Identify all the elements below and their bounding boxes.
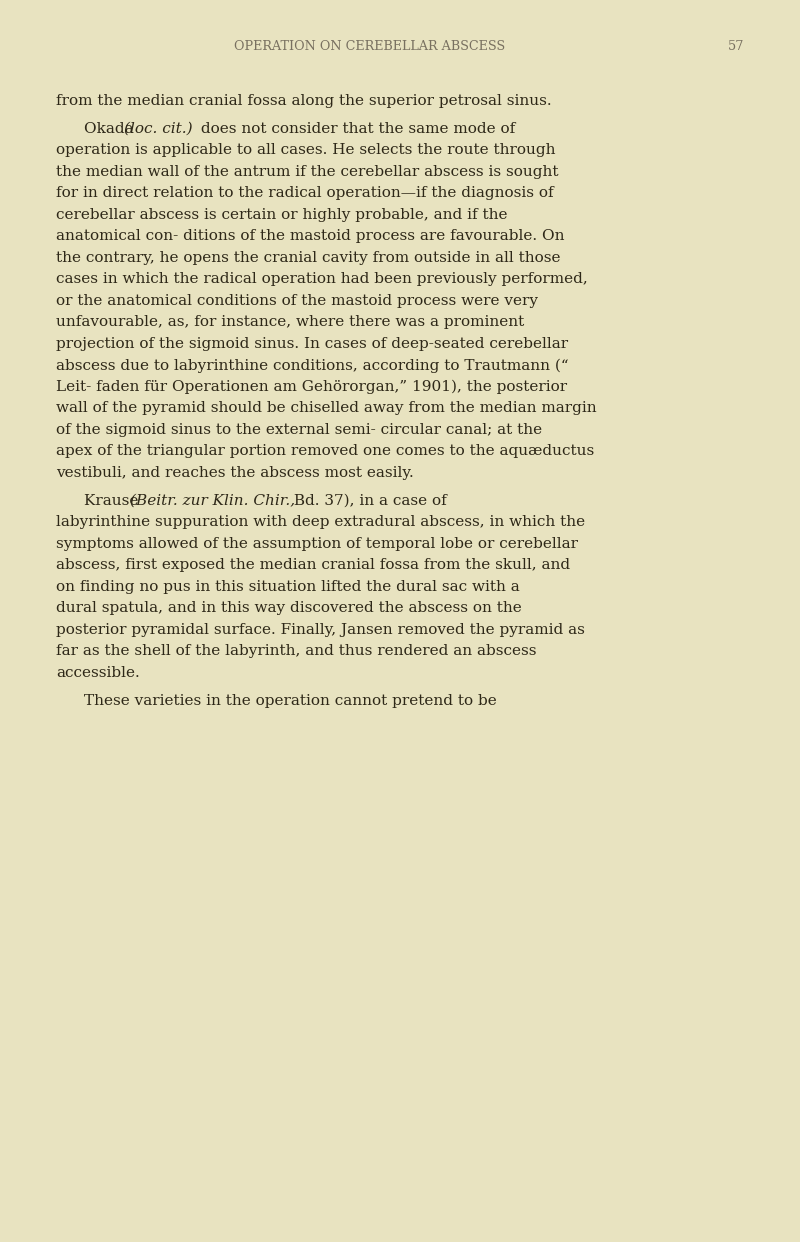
Text: 57: 57 (728, 40, 744, 52)
Text: labyrinthine suppuration with deep extradural abscess, in which the: labyrinthine suppuration with deep extra… (56, 515, 585, 529)
Text: projection of the sigmoid sinus. In cases of deep-seated cerebellar: projection of the sigmoid sinus. In case… (56, 337, 568, 351)
Text: Okada: Okada (84, 122, 138, 135)
Text: Krause: Krause (84, 494, 143, 508)
Text: from the median cranial fossa along the superior petrosal sinus.: from the median cranial fossa along the … (56, 94, 552, 108)
Text: of the sigmoid sinus to the external semi- circular canal; at the: of the sigmoid sinus to the external sem… (56, 424, 542, 437)
Text: does not consider that the same mode of: does not consider that the same mode of (196, 122, 516, 135)
Text: cerebellar abscess is certain or highly probable, and if the: cerebellar abscess is certain or highly … (56, 207, 507, 222)
Text: apex of the triangular portion removed one comes to the aquæductus: apex of the triangular portion removed o… (56, 445, 594, 458)
Text: These varieties in the operation cannot pretend to be: These varieties in the operation cannot … (84, 694, 497, 708)
Text: vestibuli, and reaches the abscess most easily.: vestibuli, and reaches the abscess most … (56, 466, 414, 479)
Text: the contrary, he opens the cranial cavity from outside in all those: the contrary, he opens the cranial cavit… (56, 251, 561, 265)
Text: dural spatula, and in this way discovered the abscess on the: dural spatula, and in this way discovere… (56, 601, 522, 615)
Text: on finding no pus in this situation lifted the dural sac with a: on finding no pus in this situation lift… (56, 580, 520, 594)
Text: or the anatomical conditions of the mastoid process were very: or the anatomical conditions of the mast… (56, 294, 538, 308)
Text: operation is applicable to all cases. He selects the route through: operation is applicable to all cases. He… (56, 143, 555, 158)
Text: unfavourable, as, for instance, where there was a prominent: unfavourable, as, for instance, where th… (56, 315, 524, 329)
Text: for in direct relation to the radical operation—if the diagnosis of: for in direct relation to the radical op… (56, 186, 554, 200)
Text: wall of the pyramid should be chiselled away from the median margin: wall of the pyramid should be chiselled … (56, 401, 597, 416)
Text: posterior pyramidal surface. Finally, Jansen removed the pyramid as: posterior pyramidal surface. Finally, Ja… (56, 623, 585, 637)
Text: abscess due to labyrinthine conditions, according to Trautmann (“: abscess due to labyrinthine conditions, … (56, 359, 569, 373)
Text: Leit- faden für Operationen am Gehörorgan,” 1901), the posterior: Leit- faden für Operationen am Gehörorga… (56, 380, 567, 395)
Text: anatomical con- ditions of the mastoid process are favourable. On: anatomical con- ditions of the mastoid p… (56, 230, 565, 243)
Text: the median wall of the antrum if the cerebellar abscess is sought: the median wall of the antrum if the cer… (56, 165, 558, 179)
Text: (loc. cit.): (loc. cit.) (124, 122, 192, 135)
Text: cases in which the radical operation had been previously performed,: cases in which the radical operation had… (56, 272, 588, 287)
Text: Bd. 37), in a case of: Bd. 37), in a case of (289, 494, 446, 508)
Text: abscess, first exposed the median cranial fossa from the skull, and: abscess, first exposed the median crania… (56, 559, 570, 573)
Text: OPERATION ON CEREBELLAR ABSCESS: OPERATION ON CEREBELLAR ABSCESS (234, 40, 506, 52)
Text: (Beitr. zur Klin. Chir.,: (Beitr. zur Klin. Chir., (130, 494, 295, 508)
Text: accessible.: accessible. (56, 666, 140, 679)
Text: symptoms allowed of the assumption of temporal lobe or cerebellar: symptoms allowed of the assumption of te… (56, 537, 578, 551)
Text: far as the shell of the labyrinth, and thus rendered an abscess: far as the shell of the labyrinth, and t… (56, 645, 537, 658)
